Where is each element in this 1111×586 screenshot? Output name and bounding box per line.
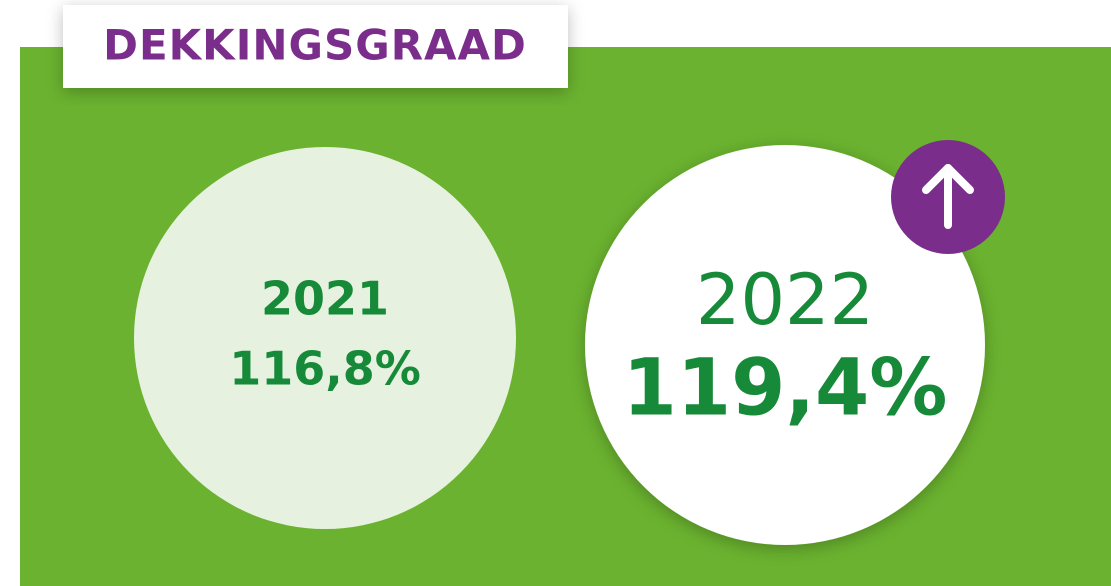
title: DEKKINGSGRAAD <box>103 21 527 70</box>
value: 119,4% <box>623 343 948 433</box>
title-box <box>63 5 568 88</box>
year: 2022 <box>696 259 874 341</box>
circle-2021 <box>134 147 516 529</box>
circle-2022 <box>585 145 985 545</box>
value: 116,8% <box>229 342 421 396</box>
up-arrow <box>922 164 974 229</box>
year: 2021 <box>261 272 389 326</box>
